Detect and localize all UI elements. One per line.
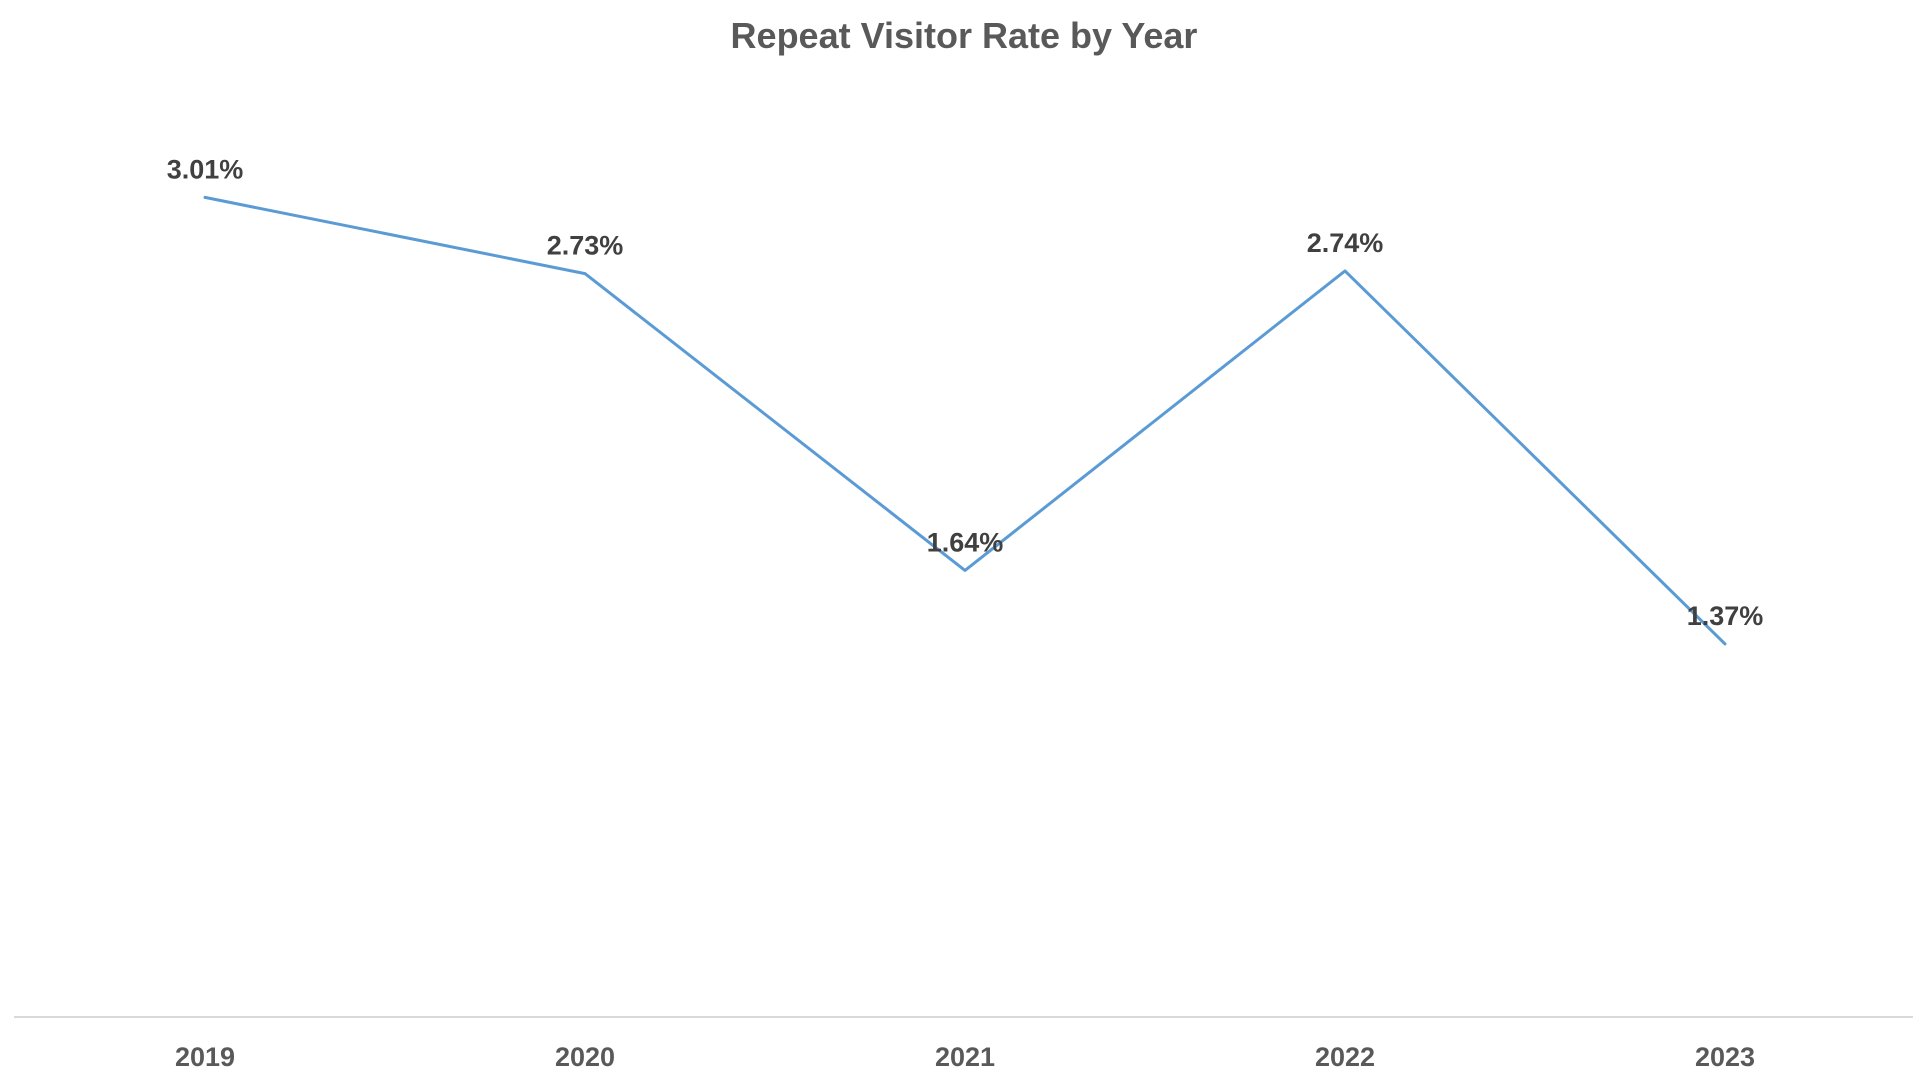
- x-tick-label-2022: 2022: [1315, 1042, 1375, 1072]
- data-label-2020: 2.73%: [547, 231, 624, 261]
- x-tick-label-2021: 2021: [935, 1042, 995, 1072]
- series-line: [203, 195, 1727, 646]
- data-label-2023: 1.37%: [1687, 601, 1764, 631]
- x-tick-label-2023: 2023: [1695, 1042, 1755, 1072]
- chart-title: Repeat Visitor Rate by Year: [731, 15, 1198, 56]
- x-axis-tick-labels: 2019 2020 2021 2022 2023: [175, 1042, 1755, 1072]
- data-label-2021: 1.64%: [927, 527, 1004, 557]
- data-label-2022: 2.74%: [1307, 228, 1384, 258]
- x-tick-label-2019: 2019: [175, 1042, 235, 1072]
- data-label-2019: 3.01%: [167, 154, 244, 184]
- data-labels: 3.01% 2.73% 1.64% 2.74% 1.37%: [167, 154, 1764, 631]
- x-tick-label-2020: 2020: [555, 1042, 615, 1072]
